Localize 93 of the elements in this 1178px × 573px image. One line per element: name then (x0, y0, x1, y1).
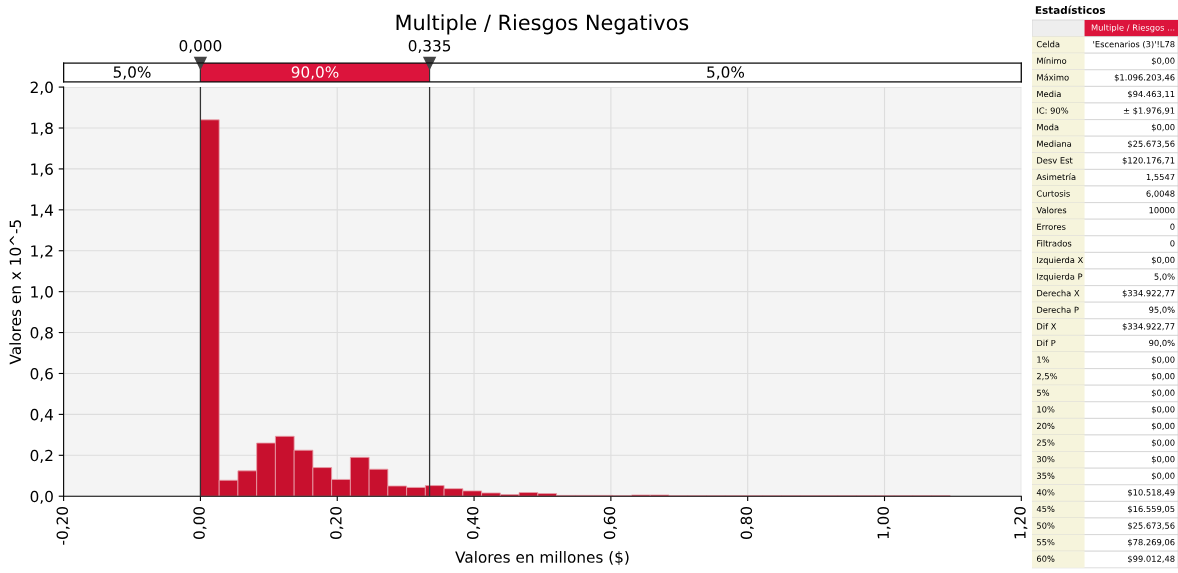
text: $94.463,11 (1128, 90, 1175, 99)
category-label: Filtrados (1037, 240, 1072, 247)
category-label: Izquierda X (1037, 256, 1083, 265)
x-tick-label: 1,20 (1014, 506, 1028, 539)
y-tick-label: 0,0 (30, 490, 53, 504)
y-tick-label: 1,0 (31, 286, 53, 300)
category-label: 20% (1036, 422, 1055, 430)
text: 0 (1170, 240, 1175, 247)
text: 95,0% (1149, 306, 1175, 314)
category-label: Mediana (1037, 140, 1072, 147)
y-tick-label: 2,0 (30, 81, 53, 95)
category-label: Desv Est (1037, 157, 1073, 164)
text: $0,00 (1151, 422, 1175, 431)
text: $78.269,06 (1128, 538, 1175, 547)
x-tick-label: 0,60 (603, 506, 617, 539)
category-label: Máximo (1037, 73, 1069, 81)
category-label: Dif P (1037, 339, 1056, 346)
text: ± $1.976,91 (1123, 107, 1175, 115)
text: 0 (1170, 223, 1175, 230)
text: $99.012,48 (1128, 555, 1175, 564)
text: $0,00 (1151, 123, 1175, 132)
text: $16.559,05 (1128, 505, 1175, 514)
category-label: Asimetría (1036, 173, 1076, 181)
text: $120.176,71 (1122, 157, 1175, 165)
x-tick-label: 1,00 (877, 506, 891, 539)
text: $0,00 (1151, 57, 1175, 66)
text: 90,0% (1149, 339, 1175, 347)
category-label: 25% (1036, 439, 1055, 446)
text: $0,00 (1151, 455, 1175, 464)
x-tick-label: 0,00 (193, 506, 207, 539)
category-label: 30% (1037, 456, 1055, 463)
x-tick-label: 0,80 (740, 506, 754, 539)
text: $0,00 (1151, 472, 1175, 481)
text: 6,0048 (1146, 190, 1175, 198)
category-label: Moda (1037, 123, 1059, 131)
chart-title: Multiple / Riesgos Negativos (396, 14, 689, 35)
text: $10.518,49 (1128, 489, 1175, 497)
category-label: 1% (1037, 356, 1050, 363)
text: 5,0% (707, 66, 745, 80)
y-tick-label: 0,2 (30, 449, 53, 463)
x-tick-label: -0,20 (56, 506, 70, 545)
category-label: Multiple / Riesgos ... (1091, 24, 1175, 33)
category-label: Mínimo (1037, 57, 1067, 64)
category-label: Valores (1036, 206, 1067, 214)
category-label: Media (1037, 90, 1061, 98)
y-axis-title: Valores en x 10^-5 (9, 220, 22, 365)
text: $1.096.203,46 (1114, 74, 1175, 82)
category-label: 60% (1036, 555, 1055, 562)
category-label: 40% (1036, 489, 1055, 496)
category-label: 55% (1037, 539, 1055, 546)
text: $334.922,77 (1122, 323, 1175, 331)
text: $0,00 (1151, 256, 1175, 265)
category-label: 35% (1037, 472, 1055, 479)
y-tick-label: 1,8 (31, 122, 53, 136)
y-tick-label: 0,6 (30, 367, 53, 382)
category-label: Curtosis (1036, 190, 1070, 197)
text: 'Escenarios (3)'!L78 (1093, 40, 1175, 49)
y-tick-label: 0,4 (30, 408, 54, 422)
text: 5,0% (113, 66, 151, 80)
x-axis-title: Valores en millones ($) (455, 551, 629, 565)
category-label: Izquierda P (1037, 273, 1083, 282)
category-label: Dif X (1037, 323, 1057, 330)
text: 5,0% (1154, 273, 1175, 281)
y-tick-label: 1,2 (31, 245, 53, 259)
text: 90,0% (291, 66, 339, 80)
category-label: Celda (1036, 40, 1060, 48)
text: 1,5547 (1146, 173, 1175, 181)
category-label: 45% (1036, 505, 1055, 513)
ref-line-label: 0,335 (408, 40, 451, 54)
y-tick-label: 0,8 (30, 327, 53, 341)
ref-line-label: 0,000 (179, 40, 222, 54)
text: $334.922,77 (1122, 289, 1175, 298)
category-label: IC: 90% (1037, 107, 1069, 114)
text: $25.673,56 (1128, 522, 1175, 530)
category-label: Derecha X (1037, 289, 1080, 297)
category-label: 50% (1037, 522, 1055, 529)
x-tick-label: 0,40 (466, 506, 481, 539)
x-tick-label: 0,20 (330, 506, 344, 539)
category-label: 2,5% (1036, 373, 1058, 381)
text: $0,00 (1151, 372, 1175, 381)
text: 10000 (1149, 207, 1175, 214)
category-label: 5% (1037, 389, 1050, 396)
category-label: 10% (1037, 406, 1055, 413)
y-tick-label: 1,4 (31, 204, 54, 218)
text: $0,00 (1151, 439, 1175, 447)
text: $0,00 (1151, 389, 1175, 398)
text: $0,00 (1151, 356, 1175, 364)
y-tick-label: 1,6 (31, 163, 53, 177)
category-label: Derecha P (1037, 306, 1079, 313)
category-label: Errores (1037, 223, 1066, 230)
text: $25.673,56 (1128, 140, 1175, 149)
text: Estadísticos (1035, 5, 1106, 15)
text: $0,00 (1151, 406, 1175, 414)
